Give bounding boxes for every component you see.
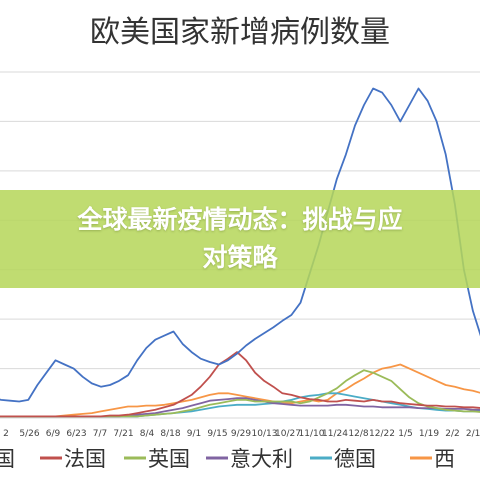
x-tick-label: 9/15 [207, 429, 227, 439]
legend: 国 法国 英国 意大利 德国 西 [0, 447, 455, 471]
x-tick-label: 10/13 [252, 429, 278, 439]
series-lines [0, 87, 480, 418]
x-tick-label: 9/29 [231, 429, 251, 439]
series-line-1 [0, 351, 480, 418]
legend-label: 国 [0, 447, 15, 471]
x-tick-label: 7/21 [113, 429, 133, 439]
headline-banner: 全球最新疫情动态：挑战与应 对策略 [0, 190, 480, 288]
x-tick-label: 12/8 [348, 429, 368, 439]
headline-text: 全球最新疫情动态：挑战与应 对策略 [77, 201, 402, 277]
legend-label: 英国 [148, 447, 190, 471]
x-tick-label: 11/10 [299, 429, 325, 439]
x-tick-label: 2/2 [445, 429, 459, 439]
x-tick-label: 9/1 [187, 429, 201, 439]
series-line-2 [0, 369, 480, 418]
legend-label: 西 [434, 447, 455, 471]
series-line-0 [0, 87, 480, 403]
x-tick-label: 8/18 [160, 429, 180, 439]
x-tick-label: 2 [3, 429, 9, 439]
headline-line-1: 全球最新疫情动态：挑战与应 [77, 205, 403, 234]
x-tick-label: 1/5 [398, 429, 412, 439]
x-tick-label: 1/19 [419, 429, 439, 439]
x-tick-label: 2/16 [466, 429, 480, 439]
x-tick-label: 11/24 [322, 429, 348, 439]
x-tick-label: 5/26 [19, 429, 39, 439]
x-axis-ticks: 2 5/26 6/9 6/23 7/7 7/21 8/4 8/18 9/1 9/15 9/29 10/… [3, 429, 480, 439]
legend-label: 法国 [64, 447, 106, 471]
x-tick-label: 10/27 [275, 429, 301, 439]
chart-title: 欧美国家新增病例数量 [90, 15, 390, 50]
legend-label: 德国 [334, 447, 376, 471]
series-line-5 [0, 363, 480, 418]
x-tick-label: 12/22 [369, 429, 395, 439]
legend-label: 意大利 [230, 447, 293, 471]
headline-line-2: 对策略 [202, 243, 278, 272]
x-tick-label: 8/4 [140, 429, 155, 439]
x-tick-label: 7/7 [93, 429, 107, 439]
x-tick-label: 6/9 [46, 429, 61, 439]
series-line-3 [0, 397, 480, 418]
x-tick-label: 6/23 [66, 429, 86, 439]
